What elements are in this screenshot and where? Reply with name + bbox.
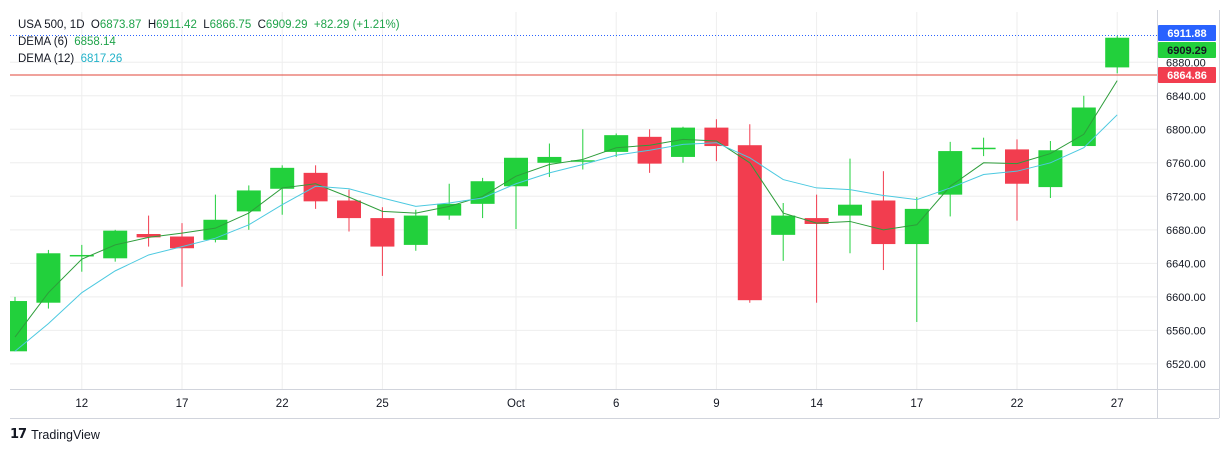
candle-body: [570, 160, 595, 162]
candle-body: [1071, 107, 1096, 147]
candle-body: [804, 218, 829, 224]
legend-change: +82.29 (+1.21%): [313, 19, 400, 31]
price-label-bg: [1158, 66, 1216, 83]
x-tick-label[interactable]: 9: [713, 398, 719, 410]
tradingview-logo-icon: 𝟭𝟳: [10, 427, 27, 442]
legend-high-label: H: [147, 19, 157, 31]
legend-dema12-row[interactable]: DEMA (12) 6817.26: [18, 51, 400, 68]
dema12-line: [14, 114, 1118, 352]
y-tick-label[interactable]: 6840.00: [1166, 91, 1206, 103]
chart-grid: [10, 12, 1157, 389]
candle-body: [437, 203, 462, 216]
candle-body: [170, 236, 194, 249]
y-tick-label[interactable]: 6800.00: [1166, 124, 1206, 136]
x-tick-label[interactable]: 22: [276, 398, 289, 410]
price-label-bg: [1158, 25, 1216, 41]
dema6-value: 6858.14: [74, 36, 116, 48]
x-tick-label[interactable]: 6: [613, 398, 619, 410]
candle-body: [1105, 37, 1130, 68]
dema12-value: 6817.26: [80, 53, 123, 65]
candle-body: [203, 219, 228, 240]
y-axis-labels[interactable]: 6520.00 6560.00 6600.00 6640.00 6680.00 6720.…: [1166, 57, 1206, 371]
price-labels: 6911.88 6909.29 6864.86: [1158, 25, 1216, 83]
brand-name: TradingView: [31, 427, 100, 442]
y-tick-label[interactable]: 6680.00: [1166, 225, 1206, 237]
y-tick-label[interactable]: 6640.00: [1166, 258, 1206, 270]
candle-body: [370, 218, 395, 247]
y-tick-label[interactable]: 6520.00: [1166, 359, 1206, 371]
candle-body: [1005, 149, 1029, 184]
legend-symbol[interactable]: USA 500: [18, 19, 64, 31]
x-tick-label[interactable]: 12: [75, 398, 88, 410]
price-label: 6911.88: [1167, 28, 1206, 40]
tradingview-brand[interactable]: 𝟭𝟳 TradingView: [10, 427, 100, 442]
candle-body: [771, 215, 796, 235]
price-label-bg: [1158, 42, 1216, 58]
legend-dema6-row[interactable]: DEMA (6) 6858.14: [18, 34, 400, 51]
candle-body: [838, 204, 862, 216]
price-lines: [10, 35, 1157, 76]
y-tick-label[interactable]: 6720.00: [1166, 191, 1206, 203]
candle-body: [270, 167, 295, 189]
dema-lines: [14, 80, 1118, 352]
candle-body: [871, 200, 896, 245]
candle-body: [938, 151, 963, 195]
legend-ohlc-row: USA 500, 1D O6873.87 H6911.42 L6866.75 C…: [18, 19, 400, 31]
x-tick-label[interactable]: 17: [176, 398, 189, 410]
legend-close: 6909.29: [265, 19, 308, 31]
x-tick-label[interactable]: 25: [376, 398, 389, 410]
y-tick-label[interactable]: 6560.00: [1166, 325, 1206, 337]
y-tick-label[interactable]: 6880.00: [1166, 57, 1206, 69]
dema12-label: DEMA (12): [18, 53, 75, 65]
candle-body: [403, 215, 428, 245]
price-label: 6909.29: [1167, 45, 1207, 57]
legend-timeframe[interactable]: 1D: [69, 19, 85, 31]
candle-body: [236, 190, 261, 212]
candle-body: [10, 301, 27, 352]
candle-body: [504, 157, 528, 187]
candle-body: [671, 127, 695, 157]
legend-open-label: O: [90, 19, 100, 31]
candles: [10, 35, 1130, 352]
legend-low-label: L: [203, 19, 210, 31]
candle-body: [470, 181, 495, 204]
x-tick-label[interactable]: 22: [1011, 398, 1024, 410]
candle-body: [704, 127, 729, 147]
legend-open: 6873.87: [99, 19, 142, 31]
y-tick-label[interactable]: 6760.00: [1166, 158, 1206, 170]
candle-body: [971, 147, 996, 150]
dema6-line: [14, 80, 1118, 338]
x-tick-label[interactable]: 14: [810, 398, 823, 410]
legend-high: 6911.42: [156, 19, 197, 31]
x-tick-label[interactable]: 17: [910, 398, 923, 410]
dema6-label: DEMA (6): [18, 36, 68, 48]
candle-body: [537, 156, 562, 163]
candle-body: [136, 234, 161, 238]
price-label: 6864.86: [1167, 70, 1207, 82]
legend-low: 6866.75: [209, 19, 252, 31]
candle-body: [36, 253, 61, 303]
candle-body: [737, 145, 762, 301]
candle-body: [604, 135, 629, 152]
candle-body: [337, 200, 361, 219]
legend-close-label: C: [257, 19, 266, 31]
x-tick-label[interactable]: 27: [1111, 398, 1124, 410]
x-tick-label[interactable]: Oct: [507, 398, 526, 410]
candle-body: [69, 254, 94, 257]
chart-legend: USA 500, 1D O6873.87 H6911.42 L6866.75 C…: [18, 17, 400, 68]
chart-axes: [10, 10, 1220, 419]
y-tick-label[interactable]: 6600.00: [1166, 292, 1206, 304]
x-axis-labels[interactable]: 12 17 22 25 Oct 6 9 14 17 22 27: [75, 398, 1123, 410]
